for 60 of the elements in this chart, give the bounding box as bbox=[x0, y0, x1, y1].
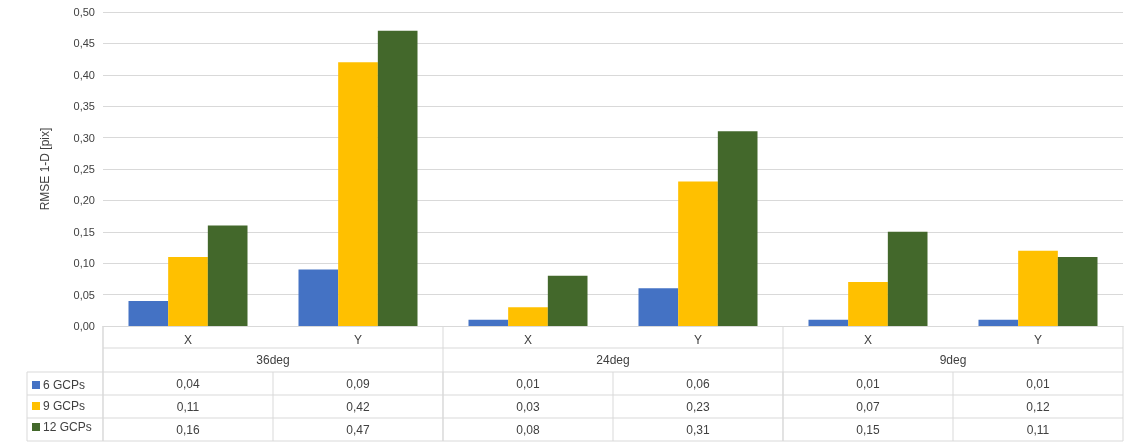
y-tick-label: 0,50 bbox=[73, 6, 95, 18]
data-label: 0,31 bbox=[686, 422, 710, 437]
x-tick-label: X bbox=[523, 333, 533, 347]
data-label: 0,04 bbox=[176, 376, 200, 391]
data-label: 0,01 bbox=[516, 376, 540, 391]
data-label: 0,11 bbox=[176, 399, 200, 414]
y-tick-label: 0,30 bbox=[73, 131, 95, 144]
y-tick-label: 0,05 bbox=[73, 288, 95, 301]
y-axis-title: RMSE 1-D [pix] bbox=[38, 127, 52, 211]
data-label: 0,12 bbox=[1026, 399, 1050, 414]
bar bbox=[808, 319, 849, 326]
data-label: 0,16 bbox=[176, 422, 200, 437]
legend-label: 9 GCPs bbox=[43, 399, 86, 413]
y-tick-label: 0,40 bbox=[73, 68, 95, 81]
text: 9deg bbox=[939, 353, 967, 367]
y-tick-label: 0,35 bbox=[73, 100, 95, 113]
data-label: 0,15 bbox=[856, 422, 880, 437]
y-tick-label: 0,10 bbox=[73, 257, 95, 270]
legend-label: 6 GCPs bbox=[43, 378, 86, 392]
y-tick-label: 0,15 bbox=[73, 225, 95, 238]
bar bbox=[1018, 250, 1058, 326]
data-label: 0,11 bbox=[1026, 422, 1050, 437]
bar bbox=[638, 288, 679, 326]
x-tick-label: X bbox=[863, 333, 873, 347]
data-label: 0,42 bbox=[346, 399, 370, 414]
x-tick-label: Y bbox=[353, 333, 363, 347]
data-label: 0,08 bbox=[516, 422, 540, 437]
data-label: 0,47 bbox=[346, 422, 370, 437]
data-label: 0,01 bbox=[1026, 376, 1050, 391]
y-tick-label: 0,20 bbox=[73, 194, 95, 207]
bar bbox=[128, 300, 169, 326]
y-tick-label: 0,45 bbox=[73, 37, 95, 50]
bar bbox=[1057, 256, 1098, 326]
bar bbox=[547, 275, 588, 326]
x-tick-label: X bbox=[183, 333, 193, 347]
legend-label: 12 GCPs bbox=[43, 420, 92, 434]
bar bbox=[978, 319, 1019, 326]
bar bbox=[207, 225, 248, 326]
data-label: 0,01 bbox=[856, 376, 880, 391]
bar bbox=[298, 269, 339, 326]
data-label: 0,07 bbox=[856, 399, 880, 414]
bar bbox=[887, 231, 928, 326]
y-tick-label: 0,25 bbox=[73, 163, 95, 175]
text: 36deg bbox=[256, 353, 290, 367]
data-label: 0,23 bbox=[686, 399, 710, 414]
data-label: 0,06 bbox=[686, 376, 710, 391]
bar bbox=[678, 181, 718, 326]
bar bbox=[717, 131, 758, 326]
bar bbox=[468, 319, 509, 326]
y-tick-label: 0,00 bbox=[73, 320, 95, 332]
data-label: 0,03 bbox=[516, 399, 540, 414]
bar bbox=[168, 256, 208, 326]
bar bbox=[848, 282, 888, 326]
text: 24deg bbox=[596, 353, 630, 367]
x-tick-label: Y bbox=[1033, 333, 1043, 347]
data-label: 0,09 bbox=[346, 376, 370, 391]
bar bbox=[338, 62, 378, 326]
bar bbox=[377, 30, 418, 326]
bar bbox=[508, 307, 548, 326]
x-tick-label: Y bbox=[693, 333, 703, 347]
